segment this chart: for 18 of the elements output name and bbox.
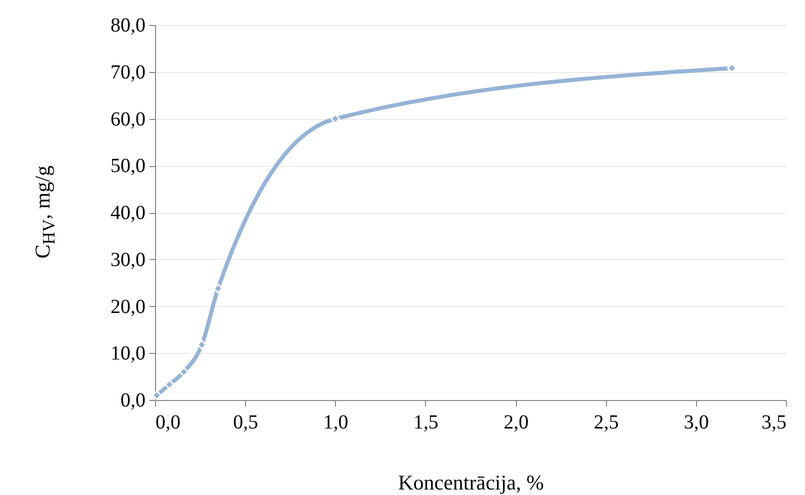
y-tick-label: 10,0 — [110, 342, 146, 365]
x-tick-label: 1,0 — [323, 412, 348, 434]
y-tick-label: 70,0 — [110, 61, 146, 84]
x-tick-label: 1,5 — [413, 412, 438, 434]
x-tick-label: 0,0 — [156, 412, 180, 434]
x-tick-label: 2,5 — [594, 412, 619, 434]
x-tick-label: 2,0 — [504, 412, 529, 434]
y-tick-label: 40,0 — [110, 202, 146, 224]
y-tick-label: 50,0 — [110, 155, 146, 178]
y-tick-label: 20,0 — [110, 296, 146, 318]
y-tick-label: 80,0 — [110, 14, 146, 36]
x-axis-title: Koncentrācija, % — [398, 470, 544, 494]
x-tick-label: 3,0 — [684, 412, 709, 434]
x-tick-label: 3,5 — [762, 412, 786, 434]
x-tick-label: 0,5 — [233, 412, 258, 434]
y-tick-label: 30,0 — [110, 248, 146, 271]
y-tick-label: 60,0 — [110, 108, 146, 130]
y-tick-label: 0,0 — [120, 390, 146, 412]
